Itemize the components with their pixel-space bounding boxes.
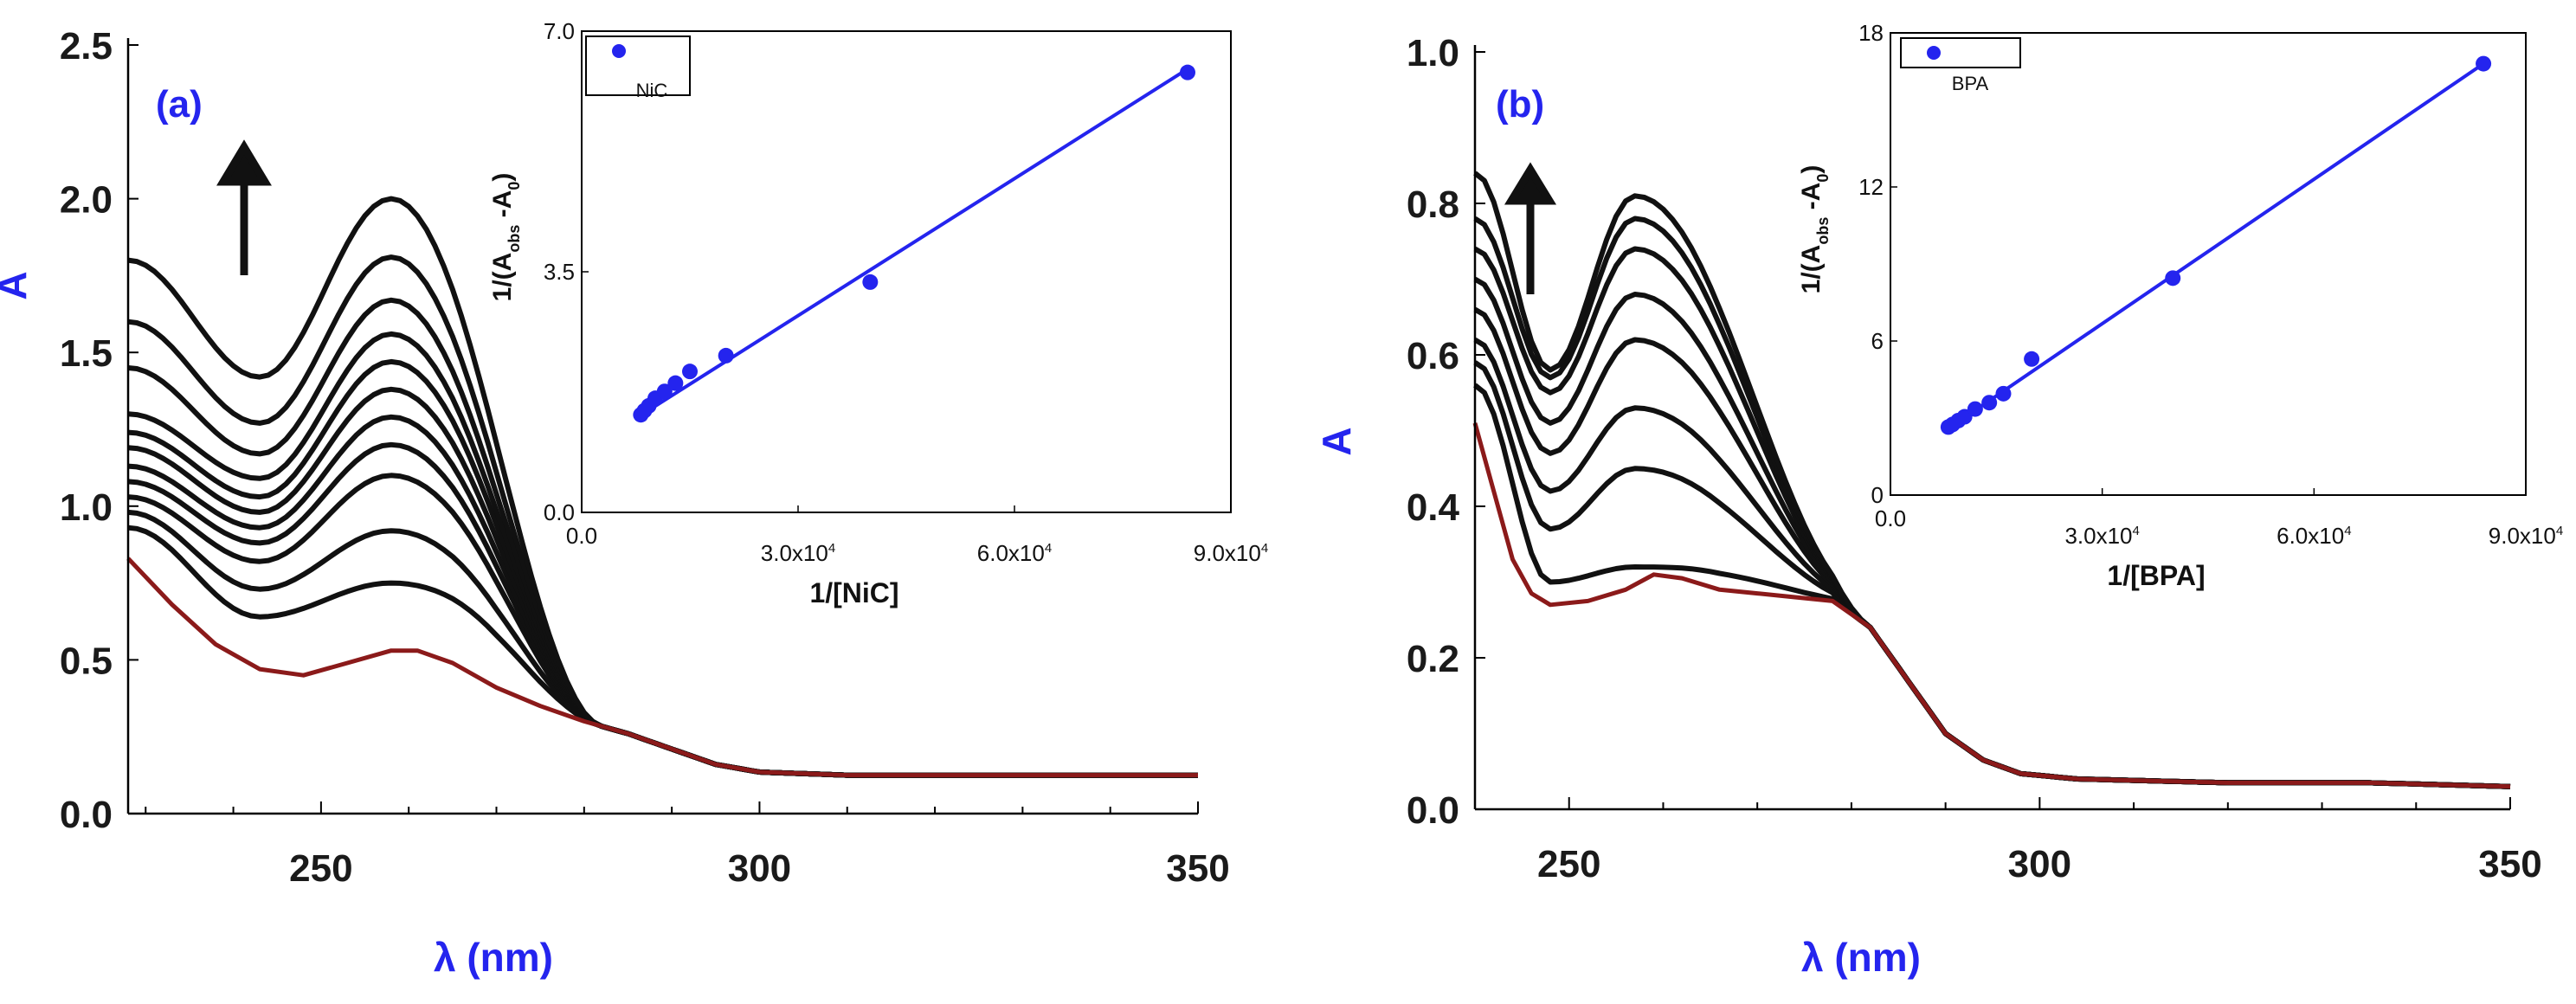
inset-y-axis-title-part: 1/(A (1797, 245, 1826, 294)
inset-y-axis-title: 1/(Aobs -A0) (488, 173, 523, 302)
inset-y-axis-title: 1/(Aobs -A0) (1797, 165, 1832, 294)
inset-data-point (2476, 55, 2492, 72)
increase-arrow-icon-b (1504, 162, 1557, 294)
y-axis-ticks-b: 0.0 0.2 0.4 0.6 0.8 1.0 (1407, 32, 1485, 832)
inset-y-tick-label: 7.0 (544, 18, 575, 44)
inset-y-axis-subscript: 0 (506, 182, 523, 190)
inset-x-tick-superscript: 4 (2344, 524, 2351, 538)
inset-y-tick-label: 12 (1858, 174, 1884, 200)
inset-x-tick-superscript: 4 (1261, 541, 1268, 556)
inset-x-tick-label: 3.0x104 (2064, 523, 2139, 549)
inset-x-tick-superscript: 4 (2133, 524, 2140, 538)
inset-y-axis-title-part: ) (1797, 165, 1826, 174)
inset-data-point (667, 375, 684, 391)
x-tick-label: 300 (2008, 843, 2071, 885)
inset-frame (1890, 32, 2527, 496)
inset-legend-box (585, 35, 691, 96)
x-axis-title-b: λ (nm) (1801, 935, 1921, 980)
absorbance-curves-b (1472, 171, 2511, 789)
x-axis-ticks-b: 250 300 350 (1474, 797, 2542, 885)
reference-line (1472, 422, 2511, 789)
inset-x-tick-label: 9.0x104 (1194, 540, 1268, 566)
y-axis-title-a: A (0, 271, 35, 299)
inset-data-point (1995, 385, 2012, 402)
y-tick-label: 0.4 (1407, 486, 1460, 529)
inset-data-point (2024, 351, 2040, 367)
y-tick-label: 2.5 (60, 25, 113, 68)
y-tick-label: 0.0 (1407, 789, 1459, 832)
inset-data-point (1180, 64, 1195, 80)
inset-x-tick-superscript: 4 (2556, 524, 2563, 538)
increase-arrow-icon-a (216, 139, 272, 275)
inset-legend-box (1900, 37, 2021, 68)
x-tick-label: 350 (2478, 843, 2541, 885)
inset-x-tick-label: 0.0 (566, 523, 597, 549)
y-axis-title-b: A (1314, 427, 1359, 455)
inset-data-point (1967, 401, 1983, 417)
absorbance-curves-a (126, 196, 1198, 778)
y-tick-label: 0.8 (1407, 183, 1459, 226)
x-tick-label: 300 (728, 847, 791, 890)
y-tick-label: 1.5 (60, 332, 113, 375)
inset-y-tick-label: 0 (1871, 482, 1884, 508)
inset-y-axis-subscript: obs (1814, 217, 1832, 245)
inset-y-axis-subscript: 0 (1814, 174, 1832, 183)
inset-y-axis-title-part: -A (1797, 183, 1826, 217)
inset-x-tick-superscript: 4 (828, 541, 835, 556)
plot-frame-b (1473, 45, 2510, 811)
panel-a: 0.00.51.01.52.02.5 250 300 350 (a) λ (nm) … (0, 18, 1268, 980)
inset-data-point (682, 364, 698, 380)
inset-a: 0.0 3.5 7.0 0.0 3.0x104 6.0x104 9.0x104 1/[NiC]… (488, 18, 1268, 608)
series-line-3 (127, 473, 1198, 778)
inset-data-point (862, 274, 879, 290)
y-tick-label: 0.0 (60, 794, 113, 836)
inset-y-axis-title-part: -A (488, 190, 517, 225)
y-tick-label: 1.0 (60, 486, 113, 529)
inset-legend-marker (1927, 46, 1941, 60)
panel-label-a: (a) (156, 83, 203, 126)
panel-b: 0.00.20.40.60.81.0 250 300 350 (b) λ (nm) … (1314, 20, 2563, 980)
inset-fit-line (1946, 61, 2485, 432)
inset-x-tick-label: 9.0x104 (2489, 523, 2563, 549)
x-tick-label: 350 (1166, 847, 1229, 890)
inset-x-axis-title: 1/[NiC] (809, 577, 898, 608)
inset-data-point (2165, 270, 2181, 286)
y-tick-label: 2.0 (60, 179, 113, 222)
inset-data-point (718, 347, 734, 364)
inset-x-tick-label: 6.0x104 (977, 540, 1052, 566)
inset-data-point (1981, 395, 1998, 411)
inset-y-tick-label: 0.0 (544, 499, 575, 525)
inset-y-axis-subscript: obs (506, 225, 523, 253)
inset-x-tick-label: 3.0x104 (761, 540, 835, 566)
inset-y-tick-label: 3.5 (544, 259, 575, 285)
y-tick-label: 0.5 (60, 640, 113, 682)
x-tick-label: 250 (289, 847, 352, 890)
inset-y-tick-label: 18 (1858, 20, 1884, 46)
y-axis-ticks-a: 0.0 0.5 1.0 1.5 2.0 2.5 (60, 25, 138, 836)
x-tick-label: 250 (1537, 843, 1600, 885)
inset-legend-label: NiC (636, 80, 668, 101)
inset-x-tick-label: 0.0 (1875, 505, 1906, 531)
x-axis-title-a: λ (nm) (434, 935, 553, 980)
inset-b: 0 6 12 18 0.0 3.0x104 6.0x104 9.0x104 1/[BPA] 1/(… (1797, 20, 2563, 591)
plot-frame-a (126, 38, 1198, 815)
inset-data-point (656, 383, 673, 400)
x-axis-ticks-a: 250 300 350 (145, 801, 1230, 890)
inset-legend-label: BPA (1952, 73, 1989, 94)
y-tick-label: 0.2 (1407, 638, 1459, 680)
inset-legend-marker (612, 44, 626, 58)
inset-x-axis-title: 1/[BPA] (2107, 560, 2205, 591)
inset-x-tick-label: 6.0x104 (2277, 523, 2351, 549)
inset-y-tick-label: 6 (1871, 328, 1884, 354)
y-tick-label: 0.6 (1407, 335, 1459, 377)
panel-label-b: (b) (1496, 83, 1544, 126)
inset-x-tick-superscript: 4 (1045, 541, 1052, 556)
y-tick-label: 1.0 (1407, 32, 1459, 74)
reference-line (126, 557, 1198, 778)
inset-y-axis-title-part: ) (488, 173, 517, 182)
inset-y-axis-title-part: 1/(A (488, 253, 517, 302)
